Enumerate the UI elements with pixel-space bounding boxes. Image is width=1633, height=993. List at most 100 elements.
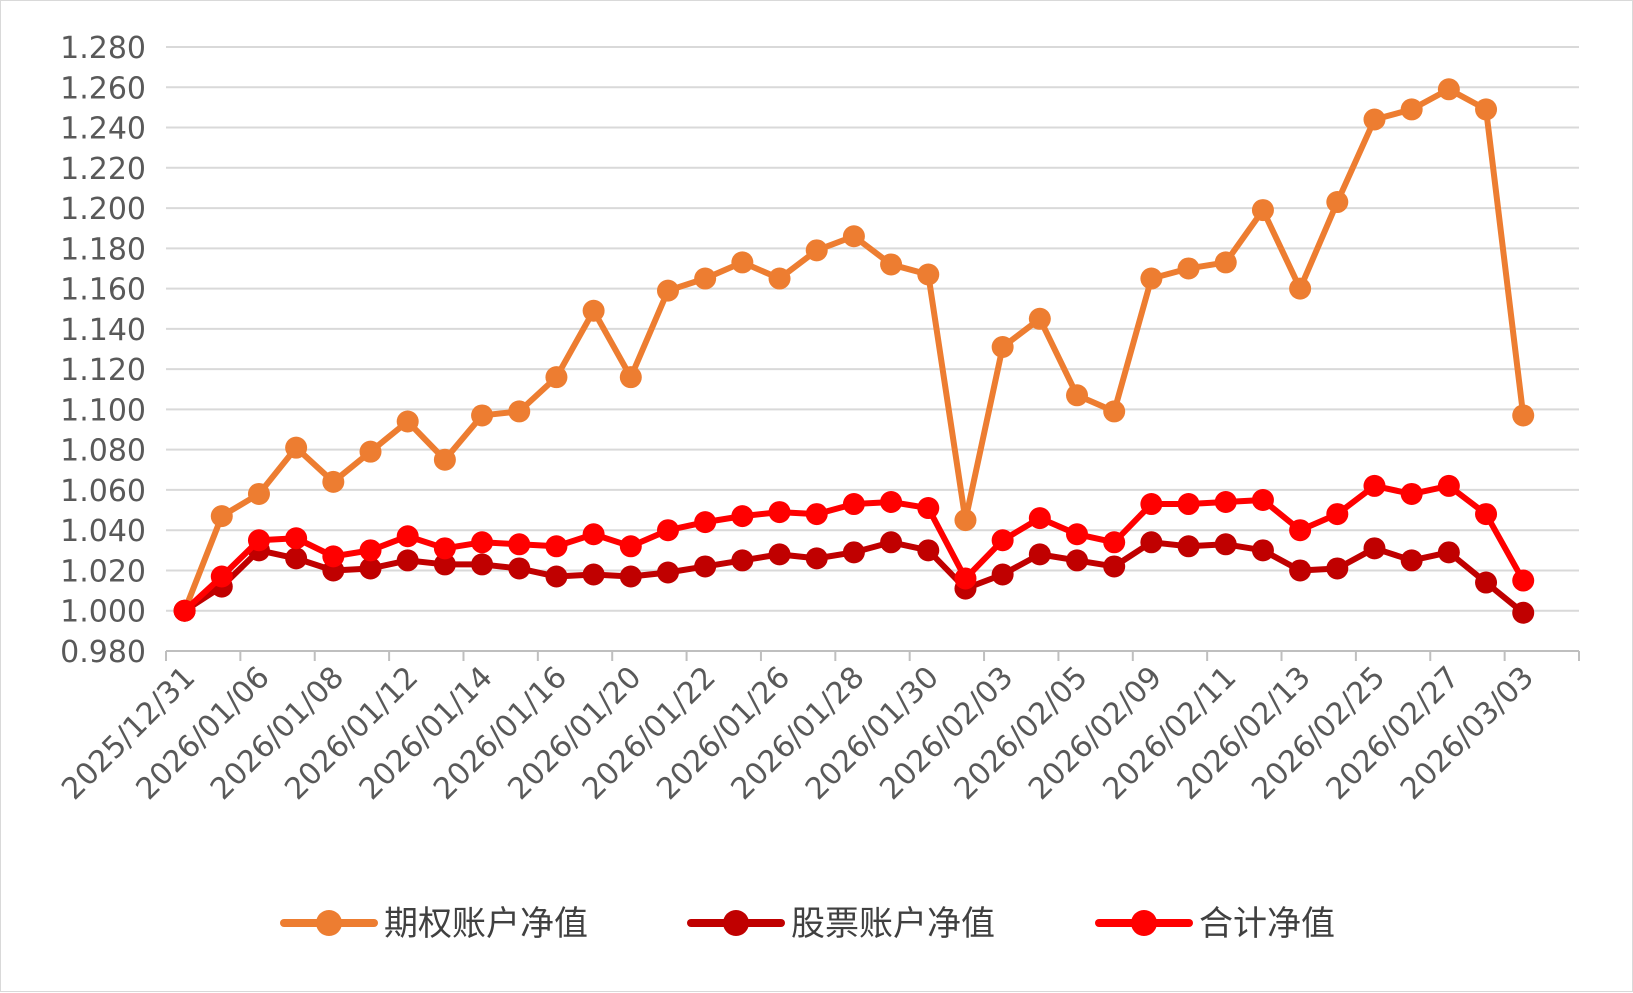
- data-point: [917, 497, 940, 520]
- y-tick-label: 1.280: [60, 31, 146, 66]
- y-tick-label: 1.080: [60, 434, 146, 469]
- data-point: [805, 239, 828, 262]
- data-point: [731, 251, 754, 274]
- data-point: [582, 523, 605, 546]
- data-point: [1363, 108, 1386, 131]
- data-point: [1475, 98, 1498, 121]
- data-point: [656, 279, 679, 302]
- data-point: [1066, 549, 1089, 572]
- legend-swatch-marker: [723, 910, 749, 936]
- data-point: [1251, 199, 1274, 222]
- data-point: [1400, 98, 1423, 121]
- y-axis-ticks: 0.980 1.000 1.020 1.040 1.060 1.080 1.100 1.120…: [60, 31, 146, 670]
- data-point: [433, 448, 456, 471]
- data-point: [582, 563, 605, 586]
- data-point: [433, 553, 456, 576]
- data-point: [471, 531, 494, 554]
- legend-item: 期权账户净值: [280, 904, 588, 944]
- y-tick-label: 1.200: [60, 192, 146, 227]
- data-point: [1214, 491, 1237, 514]
- data-point: [508, 400, 531, 423]
- data-point: [1512, 404, 1535, 427]
- data-point: [1214, 251, 1237, 274]
- series-2: [173, 531, 1535, 624]
- data-point: [917, 263, 940, 286]
- y-tick-label: 1.260: [60, 71, 146, 106]
- data-point: [1066, 384, 1089, 407]
- data-point: [1140, 531, 1163, 554]
- data-point: [880, 531, 903, 554]
- data-point: [210, 565, 233, 588]
- data-point: [1512, 569, 1535, 592]
- data-point: [619, 535, 642, 558]
- data-point: [508, 533, 531, 556]
- data-point: [247, 529, 270, 552]
- data-point: [1103, 400, 1126, 423]
- y-tick-label: 1.120: [60, 353, 146, 388]
- y-tick-label: 0.980: [60, 635, 146, 670]
- data-point: [1363, 537, 1386, 560]
- data-point: [1177, 257, 1200, 280]
- data-point: [842, 493, 865, 516]
- y-tick-label: 1.040: [60, 514, 146, 549]
- data-point: [1140, 493, 1163, 516]
- legend-swatch-marker: [316, 910, 342, 936]
- data-point: [247, 482, 270, 505]
- data-point: [1289, 559, 1312, 582]
- data-point: [322, 545, 345, 568]
- data-point: [582, 299, 605, 322]
- series-layer: [173, 78, 1535, 624]
- data-point: [285, 527, 308, 550]
- legend-label: 合计净值: [1199, 904, 1335, 944]
- data-point: [991, 563, 1014, 586]
- data-point: [991, 529, 1014, 552]
- data-point: [768, 501, 791, 524]
- data-point: [1326, 191, 1349, 214]
- y-tick-label: 1.020: [60, 554, 146, 589]
- data-point: [285, 547, 308, 570]
- data-point: [694, 267, 717, 290]
- data-point: [545, 535, 568, 558]
- data-point: [1028, 543, 1051, 566]
- data-point: [359, 539, 382, 562]
- data-point: [880, 491, 903, 514]
- data-point: [768, 543, 791, 566]
- data-point: [656, 561, 679, 584]
- legend: 期权账户净值 股票账户净值 合计净值: [280, 904, 1335, 944]
- gridlines: [166, 46, 1579, 652]
- y-tick-label: 1.220: [60, 152, 146, 187]
- data-point: [694, 555, 717, 578]
- data-point: [619, 366, 642, 389]
- data-point: [1400, 482, 1423, 505]
- data-point: [954, 509, 977, 532]
- data-point: [471, 404, 494, 427]
- data-point: [694, 511, 717, 534]
- data-point: [1326, 503, 1349, 526]
- data-point: [1437, 474, 1460, 497]
- legend-label: 股票账户净值: [791, 904, 995, 944]
- data-point: [768, 267, 791, 290]
- data-point: [1066, 523, 1089, 546]
- data-point: [545, 565, 568, 588]
- data-point: [1512, 601, 1535, 624]
- data-point: [805, 503, 828, 526]
- y-tick-label: 1.060: [60, 474, 146, 509]
- data-point: [359, 557, 382, 580]
- data-point: [1289, 519, 1312, 542]
- x-axis: [165, 650, 1580, 661]
- data-point: [285, 436, 308, 459]
- data-point: [322, 470, 345, 493]
- data-point: [1103, 555, 1126, 578]
- series-3: [173, 474, 1535, 622]
- data-point: [731, 549, 754, 572]
- data-point: [1437, 78, 1460, 101]
- data-point: [1028, 307, 1051, 330]
- data-point: [1103, 531, 1126, 554]
- data-point: [210, 505, 233, 528]
- data-point: [1028, 507, 1051, 530]
- data-point: [1289, 277, 1312, 300]
- data-point: [1251, 539, 1274, 562]
- data-point: [396, 410, 419, 433]
- data-point: [842, 225, 865, 248]
